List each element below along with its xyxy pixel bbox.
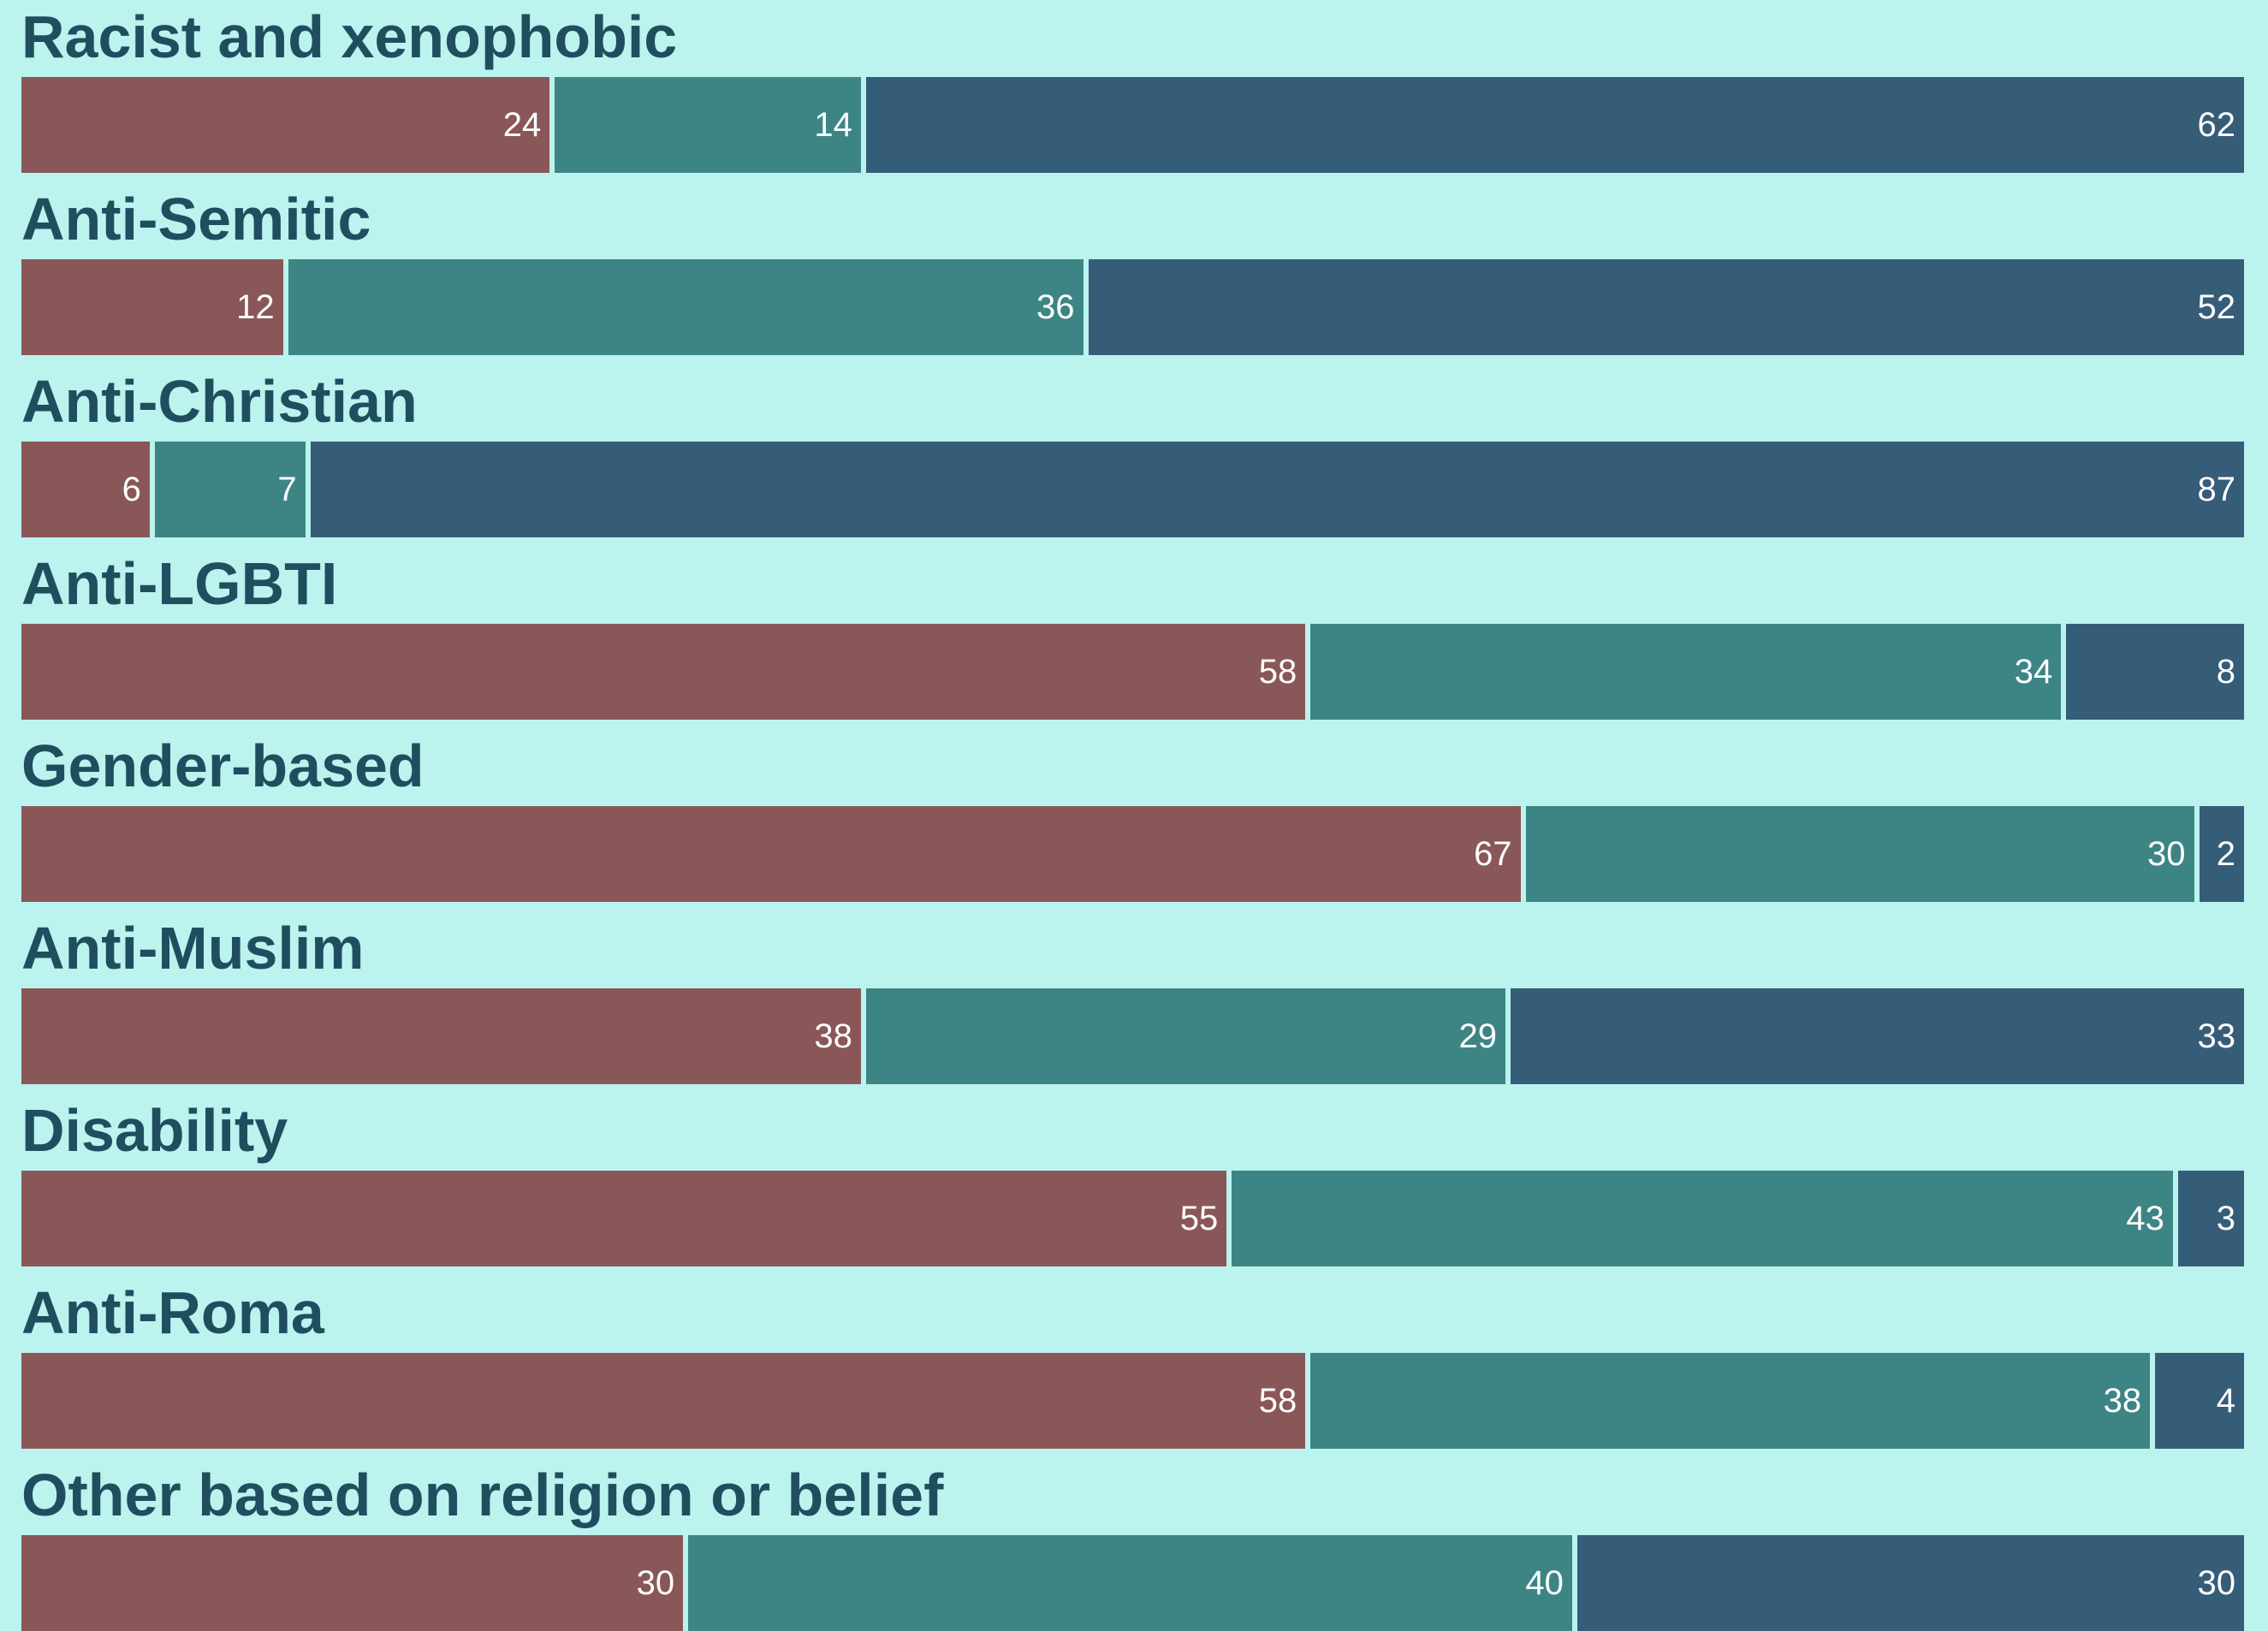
category-title: Anti-Christian (21, 368, 418, 435)
data-label: 30 (636, 1564, 675, 1602)
bar-segment: 52 (1088, 259, 2244, 355)
category-title: Other based on religion or belief (21, 1462, 944, 1528)
data-label: 8 (2216, 653, 2235, 691)
category-title: Gender-based (21, 732, 425, 799)
bar-segment: 29 (865, 988, 1505, 1084)
bar-segment: 55 (21, 1171, 1227, 1266)
data-label: 7 (277, 471, 297, 508)
bar-segment: 30 (1525, 806, 2194, 902)
bar-segment: 14 (555, 77, 861, 173)
bar-segment: 6 (21, 442, 150, 537)
data-label: 3 (2216, 1200, 2235, 1237)
bar-segment: 8 (2066, 624, 2244, 720)
category-title: Racist and xenophobic (21, 3, 678, 70)
category-title: Disability (21, 1097, 288, 1164)
bar-segment: 38 (1310, 1353, 2151, 1449)
data-label: 33 (2197, 1017, 2235, 1055)
data-label: 36 (1036, 288, 1075, 326)
data-label: 38 (814, 1017, 852, 1055)
bar-segment: 36 (288, 259, 1084, 355)
data-label: 14 (814, 106, 852, 144)
data-label: 2 (2216, 835, 2235, 873)
data-label: 67 (1474, 835, 1512, 873)
data-label: 6 (122, 471, 141, 508)
bar-segment: 34 (1310, 624, 2062, 720)
data-label: 55 (1179, 1200, 1219, 1237)
data-label: 29 (1458, 1017, 1497, 1055)
category-title: Anti-LGBTI (21, 550, 338, 617)
data-label: 4 (2216, 1382, 2235, 1420)
data-label: 30 (2147, 835, 2186, 873)
bar-segment: 30 (1576, 1535, 2244, 1631)
bar-segment: 58 (21, 624, 1306, 720)
bar-segment: 62 (865, 77, 2244, 173)
bar-segment: 3 (2177, 1171, 2244, 1266)
data-label: 34 (2014, 653, 2053, 691)
bar-segment: 87 (310, 442, 2244, 537)
bar-segment: 40 (688, 1535, 1572, 1631)
bar-segment: 67 (21, 806, 1521, 902)
bar-segment: 24 (21, 77, 550, 173)
data-label: 52 (2197, 288, 2235, 326)
category-title: Anti-Roma (21, 1279, 324, 1346)
data-label: 40 (1525, 1564, 1564, 1602)
bar-segment: 4 (2155, 1353, 2244, 1449)
bar-segment: 30 (21, 1535, 684, 1631)
data-label: 30 (2197, 1564, 2235, 1602)
bar-segment: 43 (1232, 1171, 2173, 1266)
bar-segment: 58 (21, 1353, 1306, 1449)
data-label: 58 (1258, 1382, 1297, 1420)
data-label: 43 (2126, 1200, 2164, 1237)
data-label: 58 (1258, 653, 1297, 691)
bar-segment: 7 (154, 442, 306, 537)
data-label: 87 (2197, 471, 2235, 508)
data-label: 12 (236, 288, 275, 326)
bar-segment: 38 (21, 988, 861, 1084)
category-title: Anti-Semitic (21, 186, 371, 252)
data-label: 38 (2103, 1382, 2142, 1420)
category-title: Anti-Muslim (21, 915, 365, 982)
bar-segment: 2 (2199, 806, 2244, 902)
bar-segment: 12 (21, 259, 283, 355)
data-label: 24 (502, 106, 542, 144)
data-label: 62 (2197, 106, 2235, 144)
bar-segment: 33 (1510, 988, 2244, 1084)
